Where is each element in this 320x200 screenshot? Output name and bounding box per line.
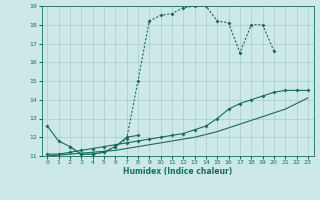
X-axis label: Humidex (Indice chaleur): Humidex (Indice chaleur) (123, 167, 232, 176)
